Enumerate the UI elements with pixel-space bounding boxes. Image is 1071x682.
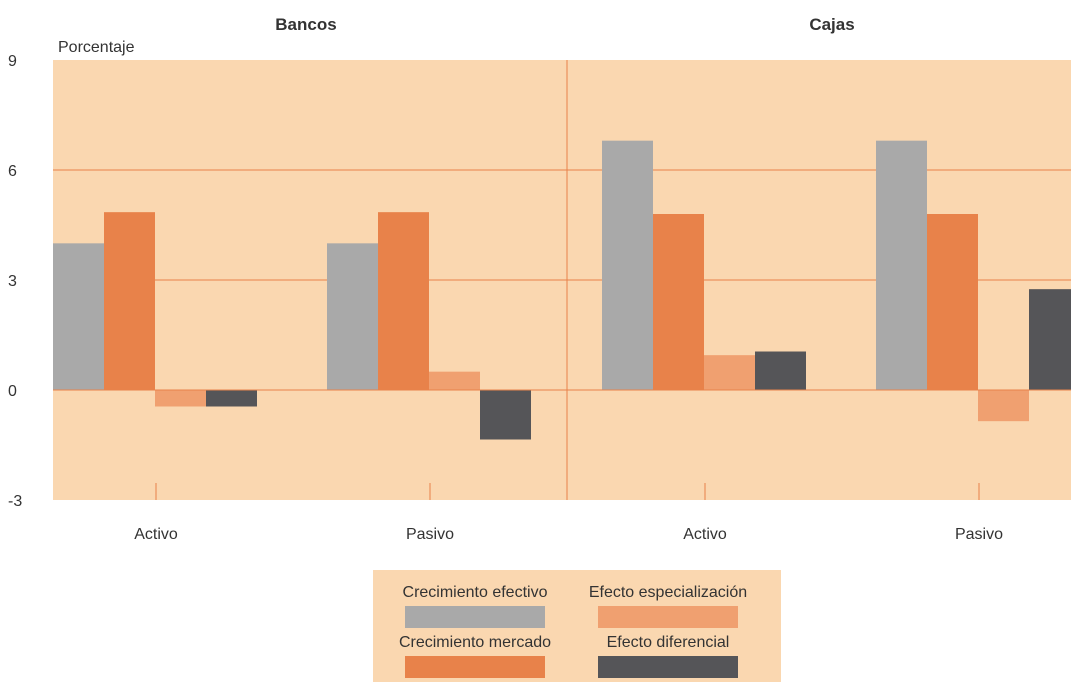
y-tick-label: 6 xyxy=(8,163,17,180)
legend-swatch xyxy=(405,656,545,678)
bar xyxy=(653,214,704,390)
bar xyxy=(876,140,927,390)
legend-swatch xyxy=(405,606,545,628)
legend-item-crecimiento-mercado: Crecimiento mercado xyxy=(380,634,570,678)
bar xyxy=(155,390,206,407)
legend-item-crecimiento-efectivo: Crecimiento efectivo xyxy=(380,584,570,628)
y-tick-label: 0 xyxy=(8,383,17,400)
bar xyxy=(327,243,378,390)
bar xyxy=(429,371,480,390)
x-tick-label: Activo xyxy=(683,526,727,543)
bar xyxy=(53,243,104,390)
x-tick-label: Pasivo xyxy=(955,526,1003,543)
bar xyxy=(1029,289,1071,390)
legend-item-efecto-especializacion: Efecto especialización xyxy=(573,584,763,628)
bar xyxy=(378,212,429,390)
x-tick-label: Pasivo xyxy=(406,526,454,543)
bar xyxy=(755,351,806,390)
y-tick-label: 3 xyxy=(8,273,17,290)
bar xyxy=(206,390,257,407)
bar xyxy=(927,214,978,390)
bar xyxy=(704,355,755,390)
y-tick-label: 9 xyxy=(8,53,17,70)
legend-label: Efecto especialización xyxy=(588,584,748,601)
panel-title-cajas: Cajas xyxy=(809,15,854,34)
legend-swatch xyxy=(598,656,738,678)
y-tick-label: -3 xyxy=(8,493,22,510)
legend-label: Efecto diferencial xyxy=(606,634,730,651)
legend-label: Crecimiento mercado xyxy=(398,634,552,651)
legend-item-efecto-diferencial: Efecto diferencial xyxy=(573,634,763,678)
panel-title-bancos: Bancos xyxy=(275,15,336,34)
legend-swatch xyxy=(598,606,738,628)
y-axis-label: Porcentaje xyxy=(58,39,135,56)
x-tick-label: Activo xyxy=(134,526,178,543)
legend: Crecimiento efectivo Efecto especializac… xyxy=(373,570,781,682)
bar xyxy=(104,212,155,390)
chart: Bancos Cajas Porcentaje 9 6 3 0 -3 Activo Pas… xyxy=(8,15,1071,543)
bar xyxy=(602,140,653,390)
bar xyxy=(480,390,531,440)
legend-label: Crecimiento efectivo xyxy=(402,584,548,601)
bar xyxy=(978,390,1029,422)
